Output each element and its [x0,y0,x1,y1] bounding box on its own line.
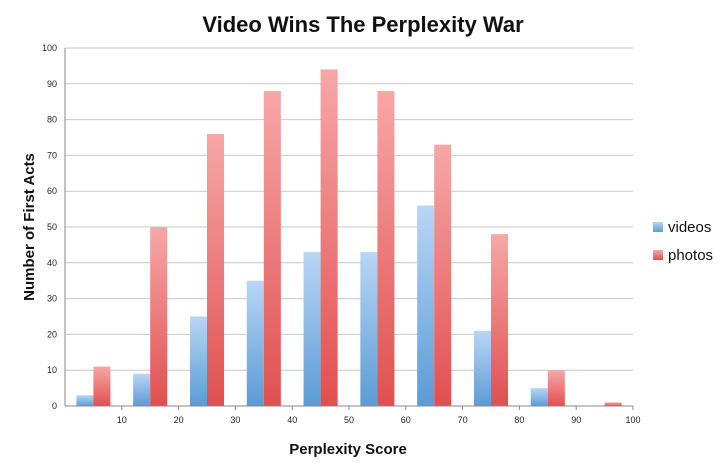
y-tick-label: 100 [42,43,57,53]
x-tick-label: 40 [287,415,297,425]
videos-bar [303,252,321,406]
x-tick-label: 20 [174,415,184,425]
y-tick-label: 70 [47,150,57,160]
photos-bar [93,366,111,406]
x-axis-label: Perplexity Score [289,441,407,458]
chart-title: Video Wins The Perplexity War [202,12,524,37]
y-tick-label: 80 [47,115,57,125]
photos-bar [547,370,565,406]
videos-bar [360,252,378,406]
axes: 0 10 20 30 40 50 60 70 80 90 100 10 20 30 40 50 60 70 80 90… [42,43,641,425]
x-tick-label: 60 [401,415,411,425]
photos-bar [604,402,622,406]
x-tick-label: 70 [458,415,468,425]
photos-bar [150,227,168,406]
videos-bar [189,316,207,406]
y-tick-label: 90 [47,79,57,89]
x-tick-label: 80 [514,415,524,425]
legend-label-photos: photos [668,247,713,264]
bars [76,69,622,407]
photos-bar [377,90,395,407]
videos-bar [530,388,548,406]
photos-bar [207,133,225,407]
videos-bar [133,373,151,406]
y-tick-label: 20 [47,329,57,339]
y-tick-label: 30 [47,294,57,304]
legend: videos photos [653,219,713,264]
photos-bar [263,90,281,407]
videos-bar [246,280,264,406]
legend-swatch-photos [653,250,663,260]
x-tick-label: 90 [571,415,581,425]
photos-bar [320,69,338,406]
x-tick-label: 50 [344,415,354,425]
x-tick-label: 10 [117,415,127,425]
videos-bar [473,330,491,406]
y-axis-label: Number of First Acts [21,153,38,301]
x-tick-label: 100 [625,415,640,425]
y-tick-label: 10 [47,365,57,375]
x-tick-label: 30 [230,415,240,425]
photos-bar [491,234,509,406]
photos-bar [434,144,452,406]
legend-swatch-videos [653,222,663,232]
videos-bar [417,205,435,406]
y-tick-label: 0 [52,401,57,411]
y-tick-label: 40 [47,258,57,268]
y-tick-label: 60 [47,186,57,196]
y-tick-label: 50 [47,222,57,232]
videos-bar [76,395,94,406]
legend-label-videos: videos [668,219,711,236]
